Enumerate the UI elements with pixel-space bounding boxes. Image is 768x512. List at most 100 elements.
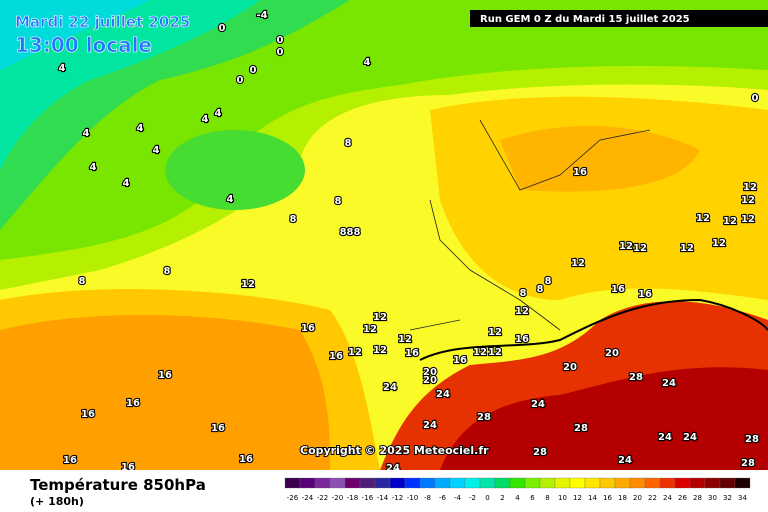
colorbar-swatch	[344, 477, 361, 489]
coastline	[409, 119, 651, 331]
isotherm-label: 24	[436, 389, 450, 400]
colorbar: -26 -24 -22 -20 -18 -16 -14 -12 -10 -8 -6 -4 -2 0 2 4 6 8…	[284, 477, 751, 502]
colorbar-swatch	[674, 477, 691, 489]
isotherm-label: 16	[453, 355, 467, 366]
colorbar-label: 14	[588, 494, 597, 502]
colorbar-label: 10	[558, 494, 567, 502]
colorbar-swatch	[284, 477, 301, 489]
colorbar-swatch	[494, 477, 511, 489]
isotherm-label: 12	[473, 347, 487, 358]
colorbar-swatch	[314, 477, 331, 489]
colorbar-swatch	[734, 477, 751, 489]
isotherm-label: 16	[126, 398, 140, 409]
isotherm-label: 0	[250, 65, 257, 76]
isotherm-label: 20	[563, 362, 577, 373]
isotherm-label: 12	[515, 306, 529, 317]
isotherm-label: 8	[79, 276, 86, 287]
isotherm-label: 12	[571, 258, 585, 269]
isotherm-label: 4	[227, 194, 234, 205]
isotherm-label: 24	[618, 455, 632, 466]
isotherm-label: 24	[662, 378, 676, 389]
colorbar-label: -6	[439, 494, 447, 502]
isotherm-label: 20	[423, 367, 437, 378]
colorbar-label: -12	[392, 494, 403, 502]
colorbar-label: -22	[317, 494, 328, 502]
isotherm-label: 4	[153, 145, 160, 156]
colorbar-label: -4	[454, 494, 462, 502]
colorbar-swatch	[404, 477, 421, 489]
isotherm-label: 12	[488, 347, 502, 358]
isotherm-label: 16	[515, 334, 529, 345]
colorbar-label: 0	[485, 494, 489, 502]
colorbar-swatch	[554, 477, 571, 489]
isotherm-label: 28	[741, 458, 755, 469]
colorbar-label: -16	[362, 494, 374, 502]
isotherm-label: 8	[520, 288, 527, 299]
isotherm-label: 0	[277, 35, 284, 46]
isotherm-label: 28	[533, 447, 547, 458]
colorbar-label: 4	[515, 494, 520, 502]
isotherm-label: 12	[619, 241, 633, 252]
isotherm-label: 12	[241, 279, 255, 290]
colorbar-swatch	[539, 477, 556, 489]
isotherm-label: 8	[537, 284, 544, 295]
cool-zone	[165, 130, 305, 210]
colorbar-label: 12	[573, 494, 582, 502]
isotherm-label: 12	[348, 347, 362, 358]
isotherm-label: 0	[237, 75, 244, 86]
colorbar-label: 30	[708, 494, 717, 502]
colorbar-swatch	[614, 477, 631, 489]
colorbar-label: -18	[347, 494, 358, 502]
colorbar-label: -20	[332, 494, 343, 502]
isotherm-label: 4	[202, 114, 209, 125]
isotherm-label: 20	[423, 375, 437, 386]
colorbar-label: 6	[530, 494, 535, 502]
isotherm-label: 24	[658, 432, 672, 443]
legend-panel	[0, 470, 768, 512]
isotherm	[419, 298, 768, 361]
colorbar-swatch	[479, 477, 496, 489]
run-info: Run GEM 0 Z du Mardi 15 juillet 2025	[480, 14, 690, 25]
colorbar-label: 8	[545, 494, 549, 502]
forecast-date: Mardi 22 juillet 2025	[15, 13, 190, 31]
colorbar-label: 18	[618, 494, 627, 502]
colorbar-label: 20	[633, 494, 642, 502]
colorbar-swatch	[299, 477, 316, 489]
colorbar-label: 24	[663, 494, 672, 502]
isotherm-label: 16	[211, 423, 225, 434]
hot-zone	[440, 367, 768, 470]
copyright: Copyright © 2025 Meteociel.fr	[300, 444, 489, 457]
isotherm-label: 12	[488, 327, 502, 338]
colorbar-swatch	[629, 477, 646, 489]
legend-subtitle: (+ 180h)	[30, 495, 84, 508]
isotherm-label: 16	[405, 348, 419, 359]
isotherm-label: 4	[137, 123, 144, 134]
isotherm-label: 888	[340, 227, 361, 238]
isotherm-label: 28	[629, 372, 643, 383]
isotherm-label: 16	[573, 167, 587, 178]
isotherm-label: 8	[290, 214, 297, 225]
colorbar-label: -14	[377, 494, 389, 502]
colorbar-swatch	[689, 477, 706, 489]
isotherm-label: 0	[277, 47, 284, 58]
isotherm-label: 12	[712, 238, 726, 249]
warm-zone	[500, 126, 700, 192]
colorbar-swatch	[374, 477, 391, 489]
isotherm-label: 12	[680, 243, 694, 254]
colorbar-label: -10	[407, 494, 418, 502]
isotherm-label: 24	[383, 382, 397, 393]
cold-zone	[0, 0, 260, 170]
isotherm-label: 4	[90, 162, 97, 173]
colorbar-swatch	[389, 477, 406, 489]
isotherm-label: 28	[745, 434, 759, 445]
colorbar-label: 28	[693, 494, 702, 502]
colorbar-label: 32	[723, 494, 732, 502]
colorbar-swatch	[569, 477, 586, 489]
isotherm-label: 4	[83, 128, 90, 139]
isotherm-label: 12	[723, 216, 737, 227]
isotherm-label: 8	[545, 276, 552, 287]
colorbar-swatch	[464, 477, 481, 489]
colorbar-label: -24	[302, 494, 314, 502]
isotherm-label: 12	[696, 213, 710, 224]
